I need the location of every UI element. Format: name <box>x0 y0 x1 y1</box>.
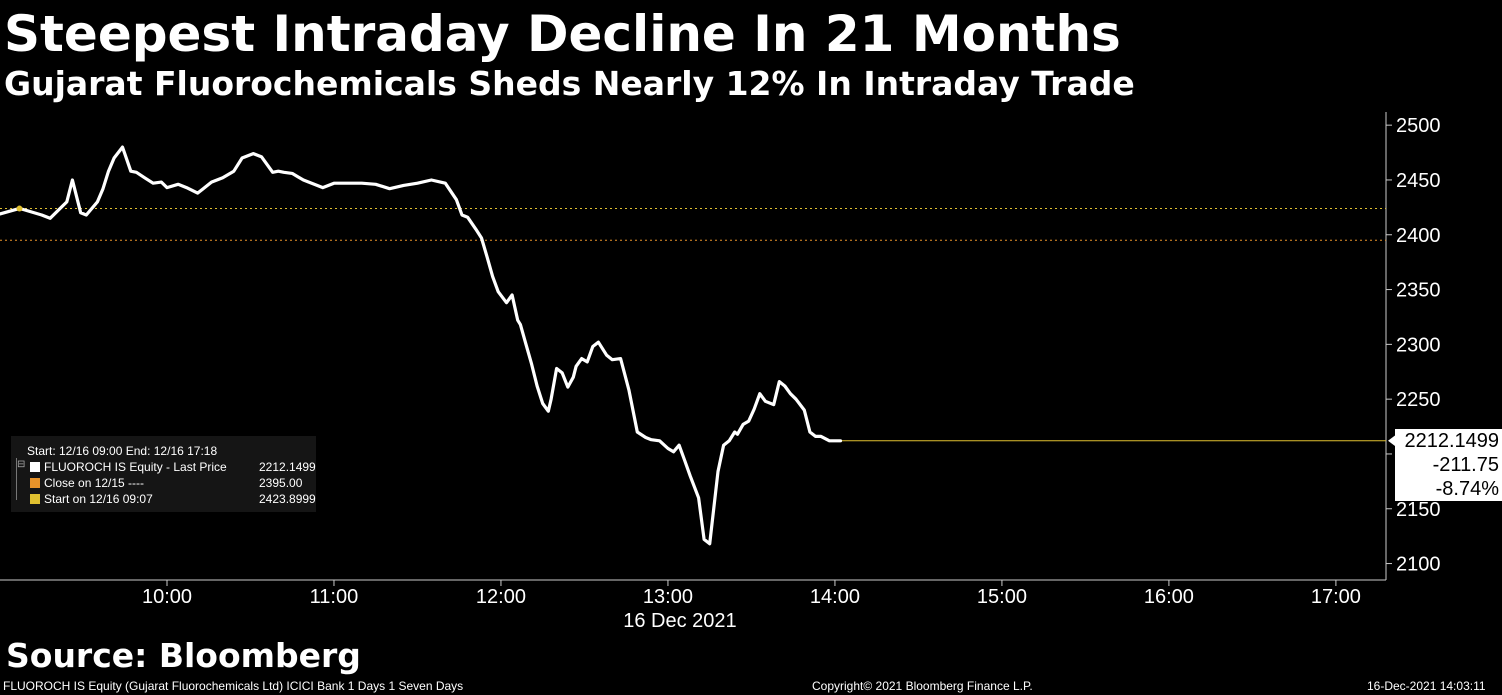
y-tick-label: 2450 <box>1396 170 1441 192</box>
legend-item-label: Start on 12/16 09:07 <box>44 492 153 506</box>
y-tick-label: 2100 <box>1396 554 1441 576</box>
x-tick-label: 10:00 <box>142 586 192 608</box>
footer-copyright: Copyright© 2021 Bloomberg Finance L.P. <box>812 679 1033 693</box>
legend-item-value: 2423.8999 <box>259 492 316 506</box>
x-tick-label: 13:00 <box>643 586 693 608</box>
legend-item-value: 2212.1499 <box>259 460 316 474</box>
footer-timestamp: 16-Dec-2021 14:03:11 <box>1367 679 1486 693</box>
y-tick-label: 2500 <box>1396 115 1441 137</box>
legend-item-value: 2395.00 <box>259 476 303 490</box>
x-tick-label: 11:00 <box>310 586 359 608</box>
chart-title: Steepest Intraday Decline In 21 Months <box>4 5 1121 63</box>
footer-security-info: FLUOROCH IS Equity (Gujarat Fluorochemic… <box>3 679 464 693</box>
start-point-marker <box>16 205 23 212</box>
last-price-value: 2212.1499 <box>1404 430 1499 452</box>
price-change-value: -211.75 <box>1432 454 1499 476</box>
price-change-percent: -8.74% <box>1435 478 1499 500</box>
y-tick-label: 2400 <box>1396 225 1441 247</box>
y-tick-label: 2300 <box>1396 334 1441 356</box>
price-line <box>0 145 843 546</box>
y-tick-label: 2150 <box>1396 499 1441 521</box>
legend-swatch-icon <box>30 494 40 504</box>
x-date-label: 16 Dec 2021 <box>623 610 736 632</box>
legend-swatch-icon <box>30 462 40 472</box>
collapse-icon[interactable]: ⊟ <box>17 459 26 470</box>
data-points <box>16 205 1396 447</box>
x-tick-label: 16:00 <box>1144 586 1194 608</box>
last-price-box: 2212.1499 -211.75 -8.74% <box>1395 429 1502 501</box>
reference-lines <box>0 208 1386 442</box>
chart-subtitle: Gujarat Fluorochemicals Sheds Nearly 12%… <box>4 64 1135 103</box>
legend-item-label: FLUOROCH IS Equity - Last Price <box>44 460 227 474</box>
x-tick-label: 14:00 <box>810 586 860 608</box>
last-price-pointer-icon <box>1388 434 1396 447</box>
y-tick-label: 2350 <box>1396 280 1441 302</box>
source-label: Source: Bloomberg <box>6 636 361 675</box>
legend-panel: Start: 12/16 09:00 End: 12/16 17:18 ⊟ FL… <box>11 436 316 512</box>
legend-item-start: Start on 12/16 09:07 2423.8999 <box>28 491 316 507</box>
y-tick-label: 2250 <box>1396 389 1441 411</box>
legend-item-close: Close on 12/15 ---- 2395.00 <box>28 475 313 491</box>
legend-item-last-price: FLUOROCH IS Equity - Last Price 2212.149… <box>28 459 316 475</box>
legend-swatch-icon <box>30 478 40 488</box>
x-tick-label: 17:00 <box>1311 586 1361 608</box>
legend-item-label: Close on 12/15 ---- <box>44 476 145 490</box>
legend-tree-line <box>16 458 23 500</box>
x-tick-label: 12:00 <box>476 586 526 608</box>
x-tick-label: 15:00 <box>977 586 1027 608</box>
legend-range: Start: 12/16 09:00 End: 12/16 17:18 <box>27 444 218 458</box>
price-series <box>0 145 843 546</box>
chart-axes: 21002150220022502300235024002450250010:0… <box>0 112 1441 632</box>
